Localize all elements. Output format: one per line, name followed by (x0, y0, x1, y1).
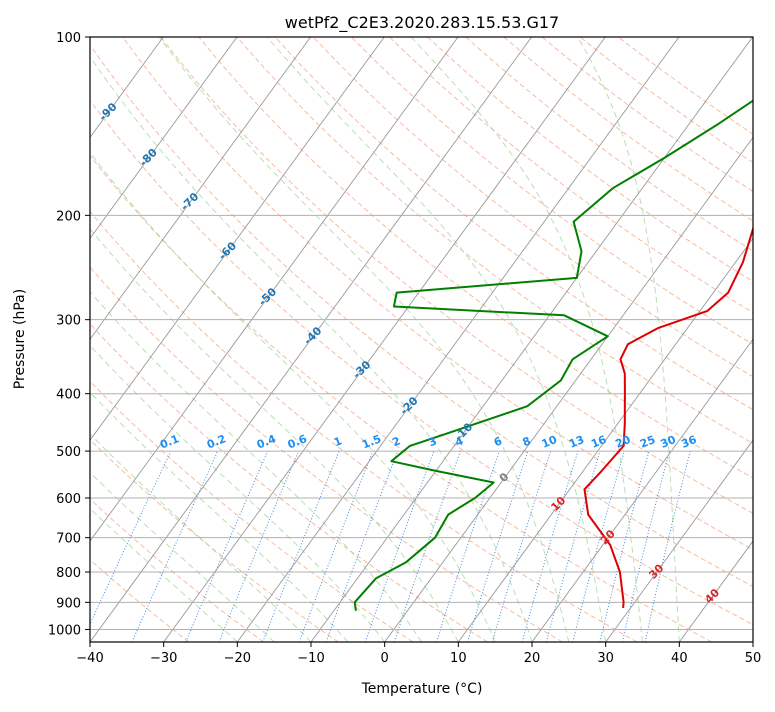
dry-adiabat (618, 37, 775, 642)
isotherm-line (385, 37, 775, 642)
moist-adiabat (0, 273, 274, 642)
dry-adiabat (0, 37, 264, 642)
mixing-ratio-line (263, 451, 339, 642)
y-tick-label: 200 (56, 209, 81, 224)
mixing-ratio-label: 13 (567, 433, 586, 451)
isotherm-line (0, 37, 311, 642)
y-tick-label: 500 (56, 445, 81, 460)
mixing-ratio-line (82, 451, 171, 642)
y-tick-label: 900 (56, 596, 81, 611)
dry-adiabat (0, 37, 562, 642)
x-tick-label: −10 (297, 651, 324, 666)
moist-adiabat (49, 94, 496, 642)
mixing-ratio-line (436, 451, 499, 642)
mixing-ratio-label: 1 (332, 434, 344, 449)
chart-title: wetPf2_C2E3.2020.283.15.53.G17 (285, 13, 559, 33)
isotherm-label: 10 (548, 494, 568, 514)
moist-adiabat (24, 141, 458, 642)
x-tick-label: 0 (381, 651, 389, 666)
mixing-ratio-label: 16 (589, 433, 608, 451)
isotherm-line (0, 37, 237, 642)
x-tick-label: 10 (450, 651, 467, 666)
x-tick-label: −40 (76, 651, 103, 666)
mixing-ratio-label: 30 (659, 433, 678, 451)
dry-adiabat (542, 37, 775, 642)
y-tick-label: 800 (56, 566, 81, 581)
mixing-ratio-line (394, 451, 460, 642)
y-axis-label: Pressure (hPa) (12, 289, 28, 389)
dry-adiabat (0, 37, 338, 642)
mixing-ratio-label: 1.5 (360, 432, 383, 451)
isotherm-label: 40 (702, 586, 722, 606)
isotherm-line (532, 37, 775, 642)
dry-adiabat (390, 37, 775, 642)
isotherm-label: -80 (137, 146, 160, 169)
y-tick-label: 1000 (48, 623, 81, 638)
dry-adiabat (466, 37, 775, 642)
dry-adiabat (0, 37, 189, 642)
mixing-ratio-line (573, 451, 625, 642)
x-tick-label: 50 (745, 651, 762, 666)
y-tick-label: 300 (56, 314, 81, 329)
dry-adiabat (0, 37, 488, 642)
mixing-ratio-line (645, 451, 690, 642)
x-axis-label: Temperature (°C) (361, 681, 483, 697)
mixing-ratio-label: 25 (638, 433, 657, 451)
mixing-ratio-line (622, 451, 669, 642)
x-tick-label: 40 (671, 651, 688, 666)
mixing-ratio-label: 10 (540, 433, 559, 451)
grid-lines (90, 37, 753, 629)
y-tick-label: 100 (56, 31, 81, 46)
x-tick-label: −20 (224, 651, 251, 666)
y-tick-label: 400 (56, 388, 81, 403)
isotherm-line (164, 37, 606, 642)
x-tick-label: −30 (150, 651, 177, 666)
mixing-ratio-label: 6 (492, 434, 504, 449)
dewpoint-line (355, 37, 775, 611)
mixing-ratio-label: 0.1 (158, 432, 181, 451)
isotherm-label: -90 (96, 100, 119, 123)
isotherm-line (753, 37, 775, 642)
isotherm-label: -20 (397, 394, 420, 417)
series-layer (355, 37, 775, 611)
isotherm-label: 30 (646, 561, 666, 581)
moist-adiabat (578, 37, 680, 642)
mixing-ratio-label: 2 (390, 434, 402, 449)
isotherm-line (16, 37, 458, 642)
isotherm-line (311, 37, 753, 642)
isotherm-label: -30 (350, 358, 373, 381)
y-tick-label: 700 (56, 532, 81, 547)
isotherm-label: -60 (216, 239, 239, 262)
x-tick-label: 30 (597, 651, 614, 666)
moist-adiabat (411, 37, 642, 642)
isotherm-line (606, 37, 775, 642)
isotherm-line (679, 37, 775, 642)
isotherm-label: 0 (497, 470, 512, 485)
isotherm-label: 20 (598, 527, 618, 547)
background-lines (0, 37, 775, 642)
mixing-ratio-line (522, 451, 578, 642)
mixing-ratio-label: 0.6 (286, 432, 309, 451)
dry-adiabat (161, 37, 775, 642)
isotherm-label: -100 (54, 51, 83, 80)
mixing-ratio-line (186, 451, 268, 642)
mixing-ratio-label: 20 (613, 433, 632, 451)
x-tick-label: 20 (524, 651, 541, 666)
mixing-ratio-label: 0.4 (255, 432, 278, 451)
plot-frame (90, 37, 753, 642)
y-tick-label: 600 (56, 492, 81, 507)
mixing-ratio-label: 0.2 (205, 432, 228, 451)
